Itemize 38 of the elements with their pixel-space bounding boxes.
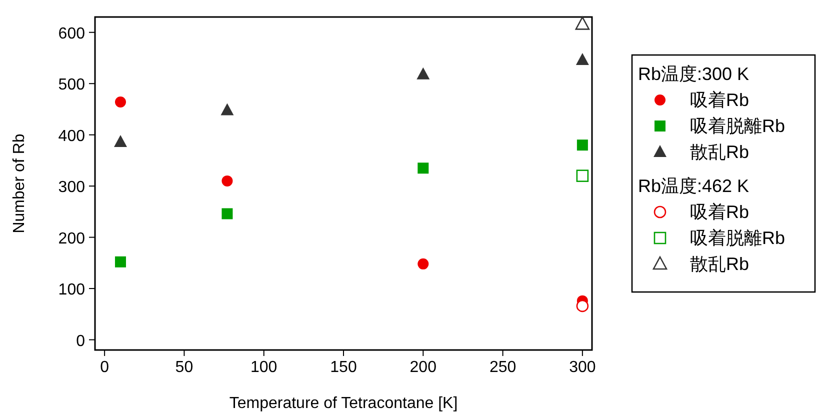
x-tick-label: 300 — [569, 359, 596, 376]
legend-label: 散乱Rb — [690, 142, 750, 162]
point — [114, 135, 127, 148]
x-tick-label: 150 — [330, 359, 357, 376]
x-tick-label: 0 — [100, 359, 110, 376]
point — [576, 53, 589, 66]
x-tick-label: 250 — [489, 359, 516, 376]
point — [418, 162, 429, 174]
point — [114, 256, 126, 268]
x-axis-title: Temperature of Tetracontane [K] — [229, 395, 458, 412]
y-tick-label: 500 — [58, 76, 86, 94]
point — [576, 300, 589, 312]
x-tick-label: 50 — [175, 359, 194, 376]
point — [416, 67, 430, 80]
y-tick-label: 300 — [58, 179, 86, 196]
legend-label: 散乱Rb — [690, 254, 750, 274]
legend-label: 吸着脱離Rb — [690, 116, 786, 136]
point — [576, 140, 588, 151]
y-tick-label: 200 — [58, 230, 86, 248]
y-tick-label: 400 — [58, 128, 86, 145]
y-axis-title: Number of Rb — [11, 134, 28, 234]
point — [575, 16, 590, 30]
point — [114, 96, 126, 108]
legend-label: 吸着脱離Rb — [690, 228, 786, 248]
legend-title: Rb温度:300 K — [638, 64, 750, 84]
y-tick-label: 100 — [58, 282, 86, 299]
point — [222, 208, 233, 220]
point — [222, 175, 233, 186]
legend-label: 吸着Rb — [690, 202, 750, 222]
x-tick-label: 200 — [410, 359, 437, 376]
point — [220, 103, 234, 116]
x-tick-label: 100 — [250, 359, 278, 376]
y-tick-label: 600 — [58, 25, 86, 42]
legend-label: 吸着Rb — [690, 90, 750, 110]
y-tick-label: 0 — [76, 332, 86, 350]
point — [576, 170, 589, 182]
point — [418, 258, 429, 270]
text: Rb温度:462 K — [638, 176, 750, 196]
